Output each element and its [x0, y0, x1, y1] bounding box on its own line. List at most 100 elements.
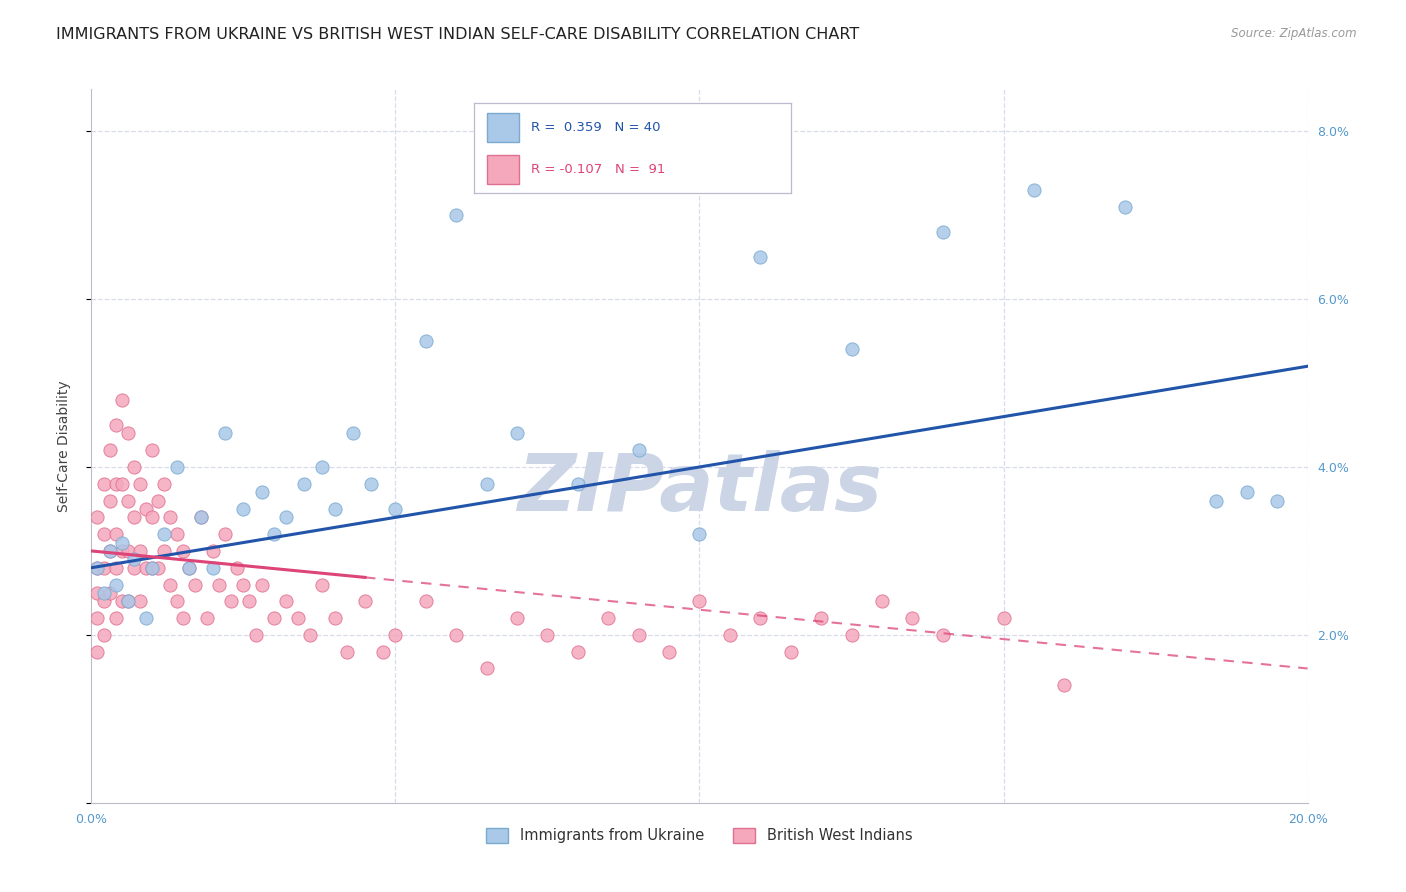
- Point: [153, 544, 176, 558]
- Point: [104, 527, 127, 541]
- Point: [373, 645, 395, 659]
- Point: [148, 493, 170, 508]
- Point: [263, 527, 285, 541]
- Point: [506, 426, 529, 441]
- Point: [263, 611, 285, 625]
- Point: [232, 577, 254, 591]
- Point: [86, 645, 108, 659]
- Point: [104, 611, 127, 625]
- Point: [202, 544, 225, 558]
- Point: [749, 250, 772, 264]
- Point: [117, 594, 139, 608]
- Point: [177, 560, 200, 574]
- Point: [384, 628, 406, 642]
- Point: [166, 460, 188, 475]
- Point: [901, 611, 924, 625]
- Point: [104, 417, 127, 432]
- Point: [202, 560, 225, 574]
- Point: [184, 577, 207, 591]
- Legend: Immigrants from Ukraine, British West Indians: Immigrants from Ukraine, British West In…: [481, 822, 918, 849]
- Point: [172, 544, 194, 558]
- Point: [274, 594, 297, 608]
- Point: [98, 443, 121, 458]
- Point: [299, 628, 322, 642]
- Point: [250, 485, 273, 500]
- Y-axis label: Self-Care Disability: Self-Care Disability: [56, 380, 70, 512]
- Point: [323, 611, 346, 625]
- Point: [232, 502, 254, 516]
- Point: [141, 510, 163, 524]
- Point: [129, 544, 152, 558]
- Point: [172, 611, 194, 625]
- Point: [153, 476, 176, 491]
- Point: [931, 628, 953, 642]
- Point: [415, 594, 437, 608]
- Point: [841, 343, 863, 357]
- Point: [195, 611, 218, 625]
- Point: [360, 476, 382, 491]
- Point: [506, 611, 529, 625]
- Point: [1236, 485, 1258, 500]
- Point: [135, 560, 157, 574]
- Point: [444, 208, 467, 222]
- Point: [166, 527, 188, 541]
- Point: [104, 577, 127, 591]
- Point: [214, 426, 236, 441]
- Point: [567, 645, 589, 659]
- Point: [190, 510, 212, 524]
- Point: [1265, 493, 1288, 508]
- Point: [444, 628, 467, 642]
- Point: [159, 577, 181, 591]
- Point: [311, 460, 333, 475]
- Point: [148, 560, 170, 574]
- Point: [336, 645, 359, 659]
- Point: [153, 527, 176, 541]
- Point: [688, 594, 710, 608]
- Point: [166, 594, 188, 608]
- Point: [415, 334, 437, 348]
- Point: [384, 502, 406, 516]
- Point: [292, 476, 315, 491]
- Point: [598, 611, 620, 625]
- Point: [1022, 183, 1045, 197]
- Point: [117, 493, 139, 508]
- Point: [870, 594, 893, 608]
- Point: [93, 560, 115, 574]
- Point: [86, 510, 108, 524]
- Point: [93, 527, 115, 541]
- Point: [98, 544, 121, 558]
- Point: [98, 493, 121, 508]
- Point: [86, 560, 108, 574]
- Point: [141, 443, 163, 458]
- Point: [841, 628, 863, 642]
- Point: [86, 611, 108, 625]
- Point: [86, 560, 108, 574]
- Point: [111, 544, 134, 558]
- Point: [342, 426, 364, 441]
- Point: [111, 392, 134, 407]
- Point: [718, 628, 741, 642]
- Point: [993, 611, 1015, 625]
- Point: [274, 510, 297, 524]
- Point: [122, 510, 145, 524]
- Point: [135, 502, 157, 516]
- Point: [141, 560, 163, 574]
- Point: [931, 225, 953, 239]
- Point: [354, 594, 377, 608]
- Point: [98, 586, 121, 600]
- Point: [567, 476, 589, 491]
- Point: [190, 510, 212, 524]
- Point: [117, 544, 139, 558]
- Point: [208, 577, 231, 591]
- Point: [122, 552, 145, 566]
- Point: [810, 611, 832, 625]
- Point: [98, 544, 121, 558]
- Point: [658, 645, 681, 659]
- Point: [159, 510, 181, 524]
- Point: [1053, 678, 1076, 692]
- Point: [104, 476, 127, 491]
- Point: [93, 594, 115, 608]
- Point: [93, 628, 115, 642]
- Point: [122, 460, 145, 475]
- Point: [475, 661, 498, 675]
